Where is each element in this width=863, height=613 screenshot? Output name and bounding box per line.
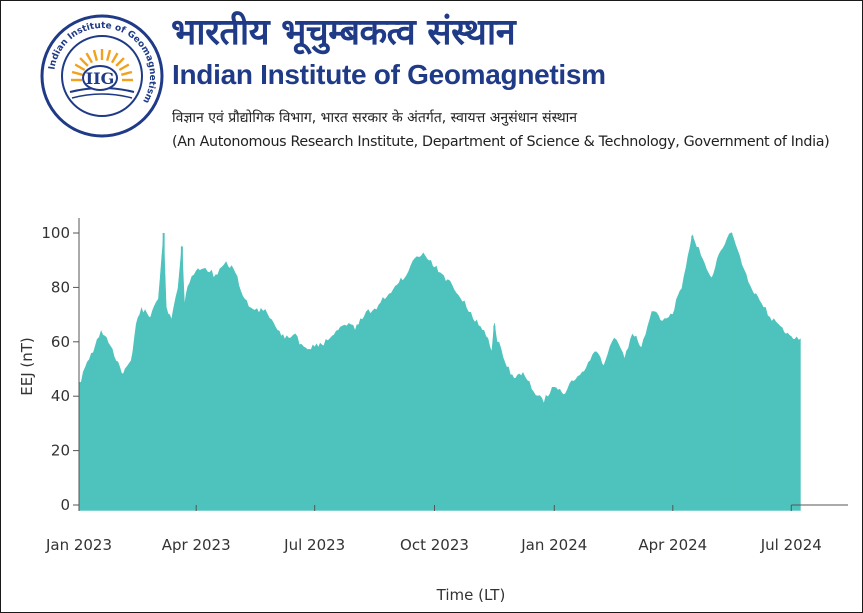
sun-ray <box>79 57 89 67</box>
x-axis-label: Time (LT) <box>436 586 506 604</box>
x-tick-label: Jul 2024 <box>760 536 822 554</box>
sun-ray <box>71 70 83 76</box>
institute-title-hindi: भारतीय भूचुम्बकत्व संस्थान <box>171 11 516 53</box>
sun-ray <box>74 63 86 72</box>
x-tick-label: Apr 2023 <box>162 536 231 554</box>
y-axis-label: EEJ (nT) <box>18 337 36 396</box>
x-tick-label: Jul 2023 <box>283 536 345 554</box>
y-tick-label: 0 <box>60 496 70 514</box>
sun-ray <box>110 52 119 64</box>
y-tick-label: 100 <box>41 224 70 242</box>
x-tick-label: Jan 2024 <box>520 536 587 554</box>
institute-subtitle-hindi: विज्ञान एवं प्रौद्योगिक विभाग, भारत सरका… <box>172 110 578 126</box>
sun-ray <box>106 49 112 61</box>
sun-ray <box>92 49 98 61</box>
iig-logo-icon: Indian Institute of Geomagnetism IIG <box>40 14 164 138</box>
y-tick-label: 20 <box>51 442 70 460</box>
x-tick-label: Jan 2023 <box>45 536 112 554</box>
sun-ray <box>85 52 94 64</box>
sun-ray <box>121 70 133 76</box>
eej-series-area <box>78 232 801 511</box>
y-tick-label: 40 <box>51 387 70 405</box>
institute-subtitle-english: (An Autonomous Research Institute, Depar… <box>172 134 830 150</box>
x-tick-label: Oct 2023 <box>400 536 469 554</box>
sun-ray <box>115 57 125 67</box>
institute-title-english: Indian Institute of Geomagnetism <box>172 59 606 90</box>
sun-ray <box>118 63 130 72</box>
y-tick-label: 60 <box>51 333 70 351</box>
y-tick-label: 80 <box>51 278 70 296</box>
logo-abbr: IIG <box>86 69 115 88</box>
x-tick-label: Apr 2024 <box>638 536 707 554</box>
